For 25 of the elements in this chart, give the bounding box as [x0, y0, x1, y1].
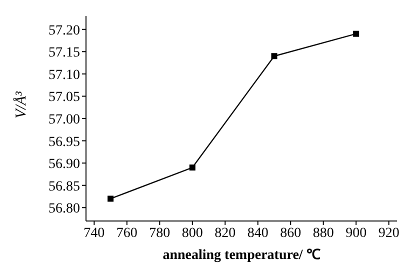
y-tick-label: 57.00: [48, 112, 80, 128]
x-tick-label: 920: [378, 226, 400, 241]
x-tick-label: 820: [214, 226, 236, 241]
x-axis-title: annealing temperature/ ℃: [162, 248, 320, 263]
x-tick-label: 780: [149, 226, 170, 241]
y-tick-label: 56.80: [48, 202, 80, 217]
y-tick-label: 56.85: [48, 179, 80, 194]
x-tick-label: 740: [84, 226, 105, 241]
point: [108, 196, 114, 202]
y-tick-label: 57.20: [48, 23, 80, 38]
point: [353, 30, 360, 37]
y-tick-label: 56.90: [48, 157, 80, 172]
x-tick-label: 880: [312, 226, 334, 241]
x-tick-label: 840: [247, 226, 268, 241]
point: [271, 53, 278, 60]
y-tick-label: 56.95: [48, 134, 80, 150]
y-axis-title: V/Å³: [12, 91, 30, 118]
x-tick-label: 760: [116, 226, 138, 241]
x-tick-label: 900: [346, 226, 367, 241]
point: [189, 164, 196, 171]
x-tick-label: 860: [280, 226, 302, 241]
y-tick-label: 57.15: [48, 46, 80, 61]
y-tick-label: 57.05: [48, 90, 80, 106]
y-tick-label: 57.10: [48, 68, 80, 83]
x-tick-label: 800: [182, 226, 203, 241]
